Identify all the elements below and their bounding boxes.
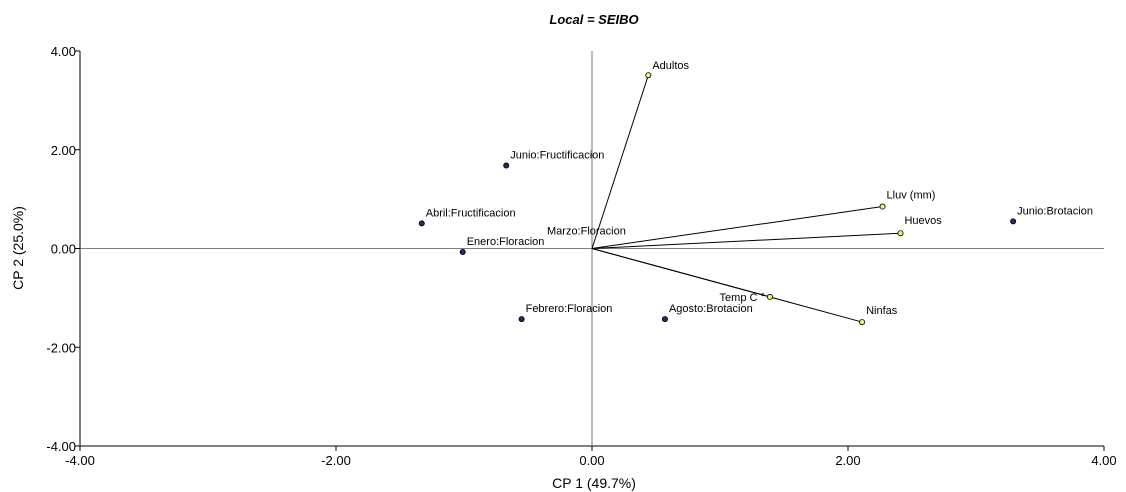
- variable-point: [766, 293, 773, 300]
- observation-point: [1010, 218, 1017, 225]
- x-ticks: -4.00 -2.00 0.00 2.00 4.00: [65, 446, 1117, 468]
- observation-point: [661, 316, 668, 323]
- variable-point: [897, 230, 904, 237]
- y-tick-label: -2.00: [46, 340, 76, 355]
- x-tick-label: 2.00: [835, 453, 860, 468]
- variable-point: [859, 319, 866, 326]
- variable-vector: [591, 206, 883, 249]
- observation-point: [418, 220, 425, 227]
- variable-vectors: [591, 75, 901, 323]
- observation-label: Febrero:Floracion: [526, 303, 613, 315]
- variable-label: Ninfas: [866, 305, 898, 317]
- variable-vector: [591, 248, 863, 323]
- y-ticks: -4.00 -2.00 0.00 2.00 4.00: [46, 44, 80, 454]
- y-axis-title: CP 2 (25.0%): [10, 206, 26, 290]
- observation-point: [459, 248, 466, 255]
- observation-point: [518, 316, 525, 323]
- variable-point: [879, 203, 886, 210]
- observation-point: [503, 162, 510, 169]
- y-tick-label: -4.00: [46, 439, 76, 454]
- variable-point: [645, 72, 652, 79]
- y-tick-label: 0.00: [51, 242, 76, 257]
- variable-label: Adultos: [652, 60, 689, 72]
- y-tick-label: 2.00: [51, 143, 76, 158]
- observation-label: Junio:Brotacion: [1017, 205, 1093, 217]
- observation-label: Enero:Floracion: [467, 236, 545, 248]
- observation-label: Marzo:Floracion: [547, 226, 626, 238]
- observation-label: Agosto:Brotacion: [669, 303, 753, 315]
- points: [418, 72, 1017, 326]
- observation-label: Abril:Fructificacion: [426, 207, 516, 219]
- variable-vector: [591, 232, 901, 249]
- x-tick-label: 0.00: [579, 453, 604, 468]
- y-tick-label: 4.00: [51, 44, 76, 59]
- observation-label: Junio:Fructificacion: [510, 150, 604, 162]
- variable-label: Temp C °: [720, 292, 765, 304]
- x-tick-label: 4.00: [1091, 453, 1116, 468]
- x-axis-title: CP 1 (49.7%): [552, 475, 636, 491]
- variable-label: Huevos: [904, 215, 942, 227]
- variable-vector: [591, 75, 649, 249]
- x-tick-label: -4.00: [65, 453, 95, 468]
- variable-label: Lluv (mm): [887, 190, 936, 202]
- point-labels: Junio:Fructificacion Abril:Fructificacion…: [426, 60, 1093, 317]
- chart-title: Local = SEIBO: [549, 12, 638, 27]
- x-tick-label: -2.00: [321, 453, 351, 468]
